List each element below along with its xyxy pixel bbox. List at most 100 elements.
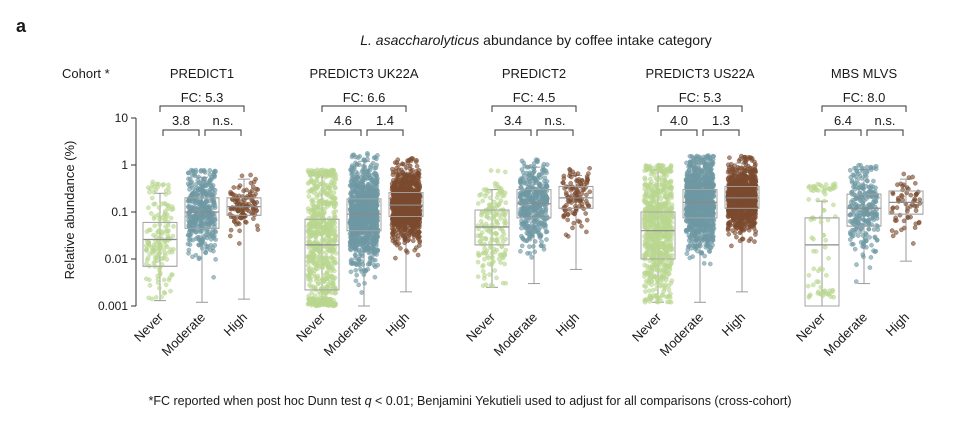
data-point — [660, 204, 666, 210]
data-point — [163, 282, 169, 288]
data-point — [660, 232, 665, 238]
data-point — [306, 239, 312, 245]
data-point — [329, 255, 335, 261]
data-point — [232, 219, 237, 224]
data-point — [642, 262, 648, 268]
data-point — [237, 228, 242, 234]
data-point — [527, 195, 532, 201]
data-point — [163, 216, 168, 222]
data-point — [212, 187, 218, 193]
data-point — [519, 225, 524, 231]
data-point — [208, 231, 213, 237]
data-point — [649, 179, 654, 185]
data-point — [368, 214, 373, 220]
data-point — [318, 202, 323, 208]
data-point — [565, 217, 571, 223]
data-point — [648, 171, 654, 177]
data-point — [333, 250, 339, 256]
data-point — [314, 167, 320, 173]
data-point — [323, 220, 328, 226]
fc-moderate-high-label: n.s. — [213, 113, 234, 128]
data-point — [331, 268, 337, 274]
data-point — [306, 273, 312, 279]
data-point — [348, 191, 353, 196]
data-point — [236, 185, 241, 190]
data-point — [357, 205, 363, 210]
data-point — [356, 282, 362, 288]
data-point — [566, 184, 572, 190]
data-point — [199, 246, 205, 251]
data-point — [371, 240, 376, 246]
data-point — [661, 269, 667, 275]
box-group-moderate — [516, 157, 552, 285]
data-point — [662, 262, 668, 268]
data-point — [375, 262, 381, 268]
data-point — [369, 245, 375, 251]
data-point — [585, 201, 590, 207]
data-point — [186, 203, 192, 209]
data-point — [652, 199, 657, 205]
data-point — [239, 173, 245, 179]
data-point — [243, 220, 249, 225]
data-point — [659, 242, 665, 248]
data-point — [328, 227, 333, 233]
data-point — [488, 168, 494, 173]
data-point — [394, 192, 399, 198]
data-point — [475, 201, 481, 206]
data-point — [669, 184, 674, 190]
data-point — [666, 218, 672, 223]
data-point — [415, 235, 421, 240]
data-point — [166, 277, 172, 283]
data-point — [360, 188, 366, 193]
data-point — [584, 174, 590, 179]
data-point — [171, 224, 176, 229]
data-point — [494, 231, 500, 237]
data-point — [561, 213, 566, 218]
data-point — [587, 189, 593, 195]
data-point — [373, 165, 379, 171]
data-point — [189, 183, 194, 188]
data-point — [239, 207, 244, 213]
data-point — [249, 198, 255, 203]
data-point — [540, 196, 545, 202]
data-point — [475, 233, 481, 238]
data-point — [149, 195, 155, 201]
data-point — [168, 288, 173, 294]
data-point — [398, 246, 403, 251]
data-point — [415, 207, 420, 213]
data-point — [394, 165, 399, 171]
data-point — [156, 251, 162, 257]
data-point — [374, 202, 380, 208]
data-point — [642, 175, 648, 181]
data-point — [489, 203, 495, 209]
data-point — [236, 221, 242, 227]
data-point — [145, 185, 151, 190]
data-point — [305, 167, 311, 173]
data-point — [536, 172, 542, 177]
data-point — [333, 202, 339, 207]
data-point — [365, 169, 370, 174]
data-point — [154, 258, 160, 264]
box-group-high — [558, 165, 594, 270]
data-point — [204, 221, 210, 227]
data-point — [332, 236, 338, 241]
data-point — [391, 183, 397, 188]
data-point — [312, 252, 317, 258]
data-point — [475, 274, 481, 280]
data-point — [229, 191, 235, 196]
data-point — [649, 269, 655, 275]
data-point — [410, 238, 416, 244]
data-point — [528, 163, 534, 169]
data-point — [213, 229, 218, 235]
data-point — [148, 211, 154, 216]
data-point — [309, 233, 315, 238]
cohort-label: Cohort * — [62, 66, 110, 81]
data-point — [532, 218, 537, 224]
data-point — [155, 212, 161, 218]
data-point — [655, 267, 660, 272]
data-point — [583, 211, 589, 216]
data-point — [198, 186, 203, 192]
data-point — [353, 160, 358, 166]
data-point — [497, 201, 503, 206]
data-point — [325, 171, 331, 176]
